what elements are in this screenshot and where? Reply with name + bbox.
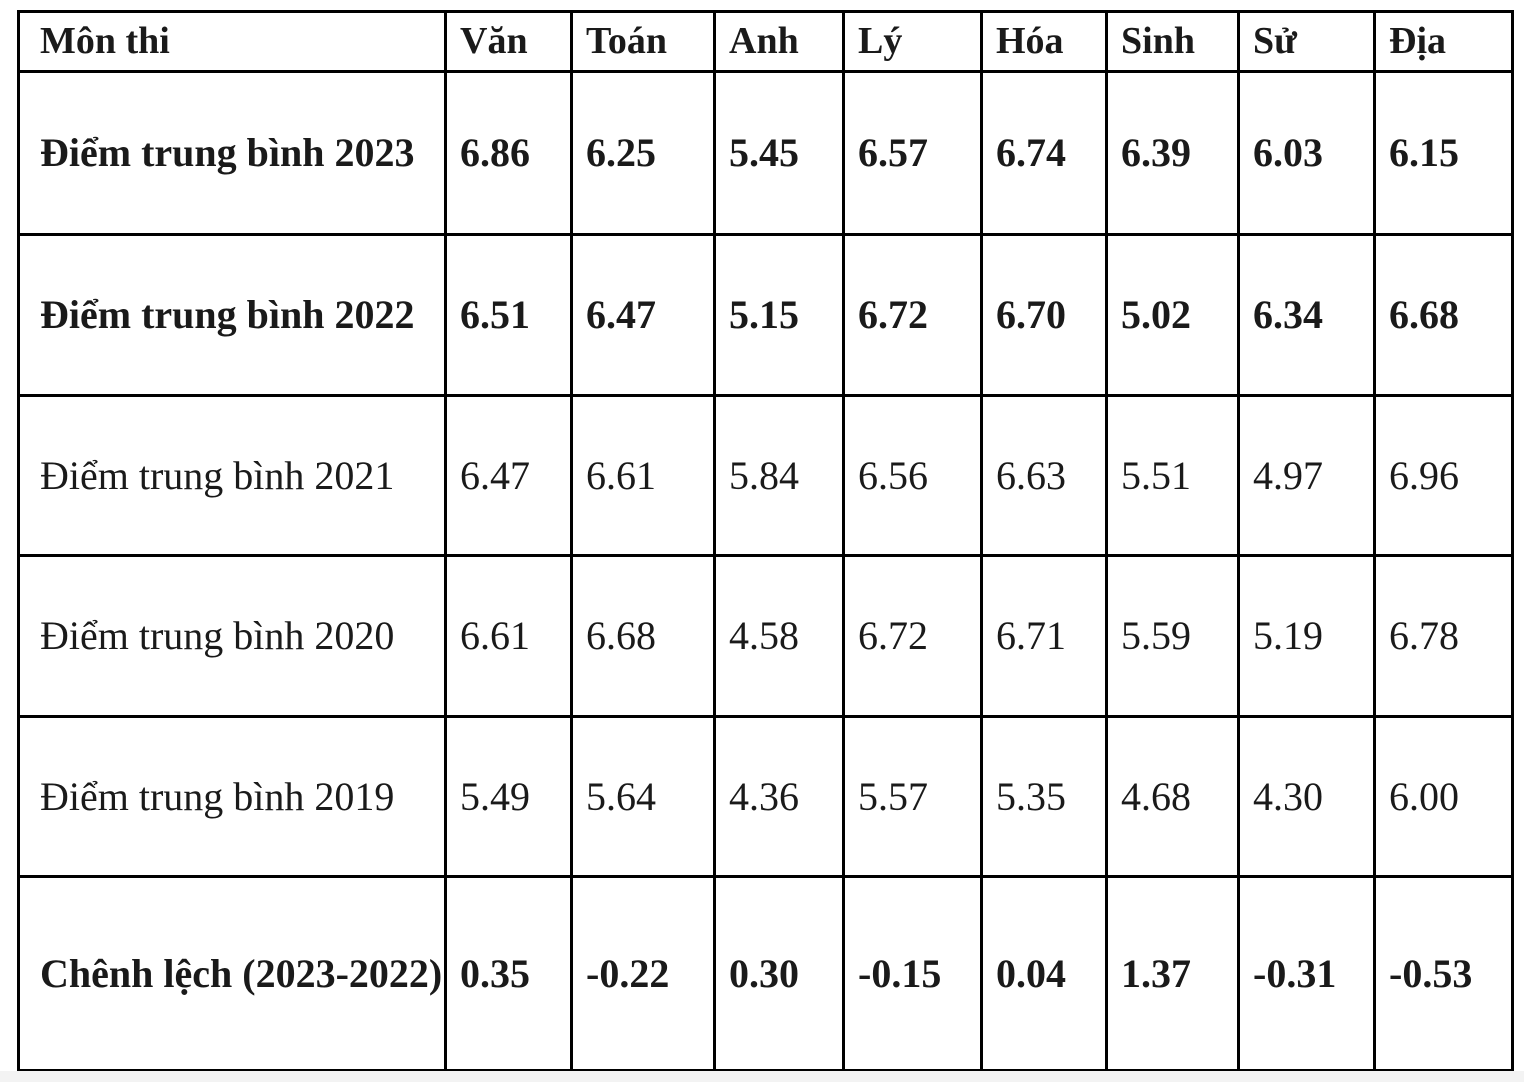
cell-value: 5.35 (980, 715, 1108, 878)
cell-value: 5.57 (842, 715, 983, 878)
col-header-anh: Anh (713, 10, 845, 73)
cell-value: 6.72 (842, 233, 983, 397)
cell-value: 6.34 (1237, 233, 1376, 397)
cell-value: -0.15 (842, 875, 983, 1072)
cell-value: 5.02 (1105, 233, 1240, 397)
col-header-ly: Lý (842, 10, 983, 73)
cell-value: -0.53 (1373, 875, 1514, 1072)
table-row-avg-2020: Điểm trung bình 2020 6.61 6.68 4.58 6.72… (17, 554, 1514, 718)
table-row-avg-2021: Điểm trung bình 2021 6.47 6.61 5.84 6.56… (17, 394, 1514, 557)
cell-value: 5.84 (713, 394, 845, 557)
col-header-van: Văn (444, 10, 573, 73)
col-header-sinh: Sinh (1105, 10, 1240, 73)
cell-value: 4.36 (713, 715, 845, 878)
cell-value: 6.15 (1373, 70, 1514, 236)
cell-value: -0.31 (1237, 875, 1376, 1072)
row-label: Điểm trung bình 2020 (17, 554, 447, 718)
cell-value: -0.22 (570, 875, 716, 1072)
cell-value: 4.58 (713, 554, 845, 718)
cell-value: 5.15 (713, 233, 845, 397)
table-row-avg-2019: Điểm trung bình 2019 5.49 5.64 4.36 5.57… (17, 715, 1514, 878)
cell-value: 6.86 (444, 70, 573, 236)
cell-value: 6.61 (444, 554, 573, 718)
cell-value: 6.68 (1373, 233, 1514, 397)
cell-value: 6.74 (980, 70, 1108, 236)
col-header-mon-thi: Môn thi (17, 10, 447, 73)
cell-value: 4.30 (1237, 715, 1376, 878)
table-row-avg-2022: Điểm trung bình 2022 6.51 6.47 5.15 6.72… (17, 233, 1514, 397)
table-row-avg-2023: Điểm trung bình 2023 6.86 6.25 5.45 6.57… (17, 70, 1514, 236)
cell-value: 6.61 (570, 394, 716, 557)
cell-value: 6.39 (1105, 70, 1240, 236)
cell-value: 6.70 (980, 233, 1108, 397)
cell-value: 6.72 (842, 554, 983, 718)
row-label: Điểm trung bình 2019 (17, 715, 447, 878)
cell-value: 6.57 (842, 70, 983, 236)
cell-value: 6.63 (980, 394, 1108, 557)
cell-value: 6.00 (1373, 715, 1514, 878)
col-header-hoa: Hóa (980, 10, 1108, 73)
col-header-dia: Địa (1373, 10, 1514, 73)
row-label: Chênh lệch (2023-2022) (17, 875, 447, 1072)
cell-value: 5.45 (713, 70, 845, 236)
cell-value: 0.30 (713, 875, 845, 1072)
row-label: Điểm trung bình 2023 (17, 70, 447, 236)
cell-value: 4.97 (1237, 394, 1376, 557)
cell-value: 6.96 (1373, 394, 1514, 557)
table-header-row: Môn thi Văn Toán Anh Lý Hóa Sinh Sử Địa (17, 10, 1514, 73)
cell-value: 1.37 (1105, 875, 1240, 1072)
cell-value: 0.04 (980, 875, 1108, 1072)
exam-scores-table: Môn thi Văn Toán Anh Lý Hóa Sinh Sử Địa … (17, 10, 1514, 1072)
cell-value: 6.56 (842, 394, 983, 557)
cell-value: 6.47 (570, 233, 716, 397)
col-header-su: Sử (1237, 10, 1376, 73)
cell-value: 5.49 (444, 715, 573, 878)
cell-value: 6.03 (1237, 70, 1376, 236)
row-label: Điểm trung bình 2021 (17, 394, 447, 557)
cell-value: 0.35 (444, 875, 573, 1072)
col-header-toan: Toán (570, 10, 716, 73)
cell-value: 5.51 (1105, 394, 1240, 557)
cell-value: 6.68 (570, 554, 716, 718)
cell-value: 6.51 (444, 233, 573, 397)
page-bottom-strip (0, 1071, 1524, 1082)
row-label: Điểm trung bình 2022 (17, 233, 447, 397)
cell-value: 6.25 (570, 70, 716, 236)
cell-value: 6.78 (1373, 554, 1514, 718)
table-row-difference-2023-2022: Chênh lệch (2023-2022) 0.35 -0.22 0.30 -… (17, 875, 1514, 1072)
cell-value: 6.47 (444, 394, 573, 557)
cell-value: 4.68 (1105, 715, 1240, 878)
cell-value: 5.64 (570, 715, 716, 878)
cell-value: 5.59 (1105, 554, 1240, 718)
cell-value: 5.19 (1237, 554, 1376, 718)
cell-value: 6.71 (980, 554, 1108, 718)
